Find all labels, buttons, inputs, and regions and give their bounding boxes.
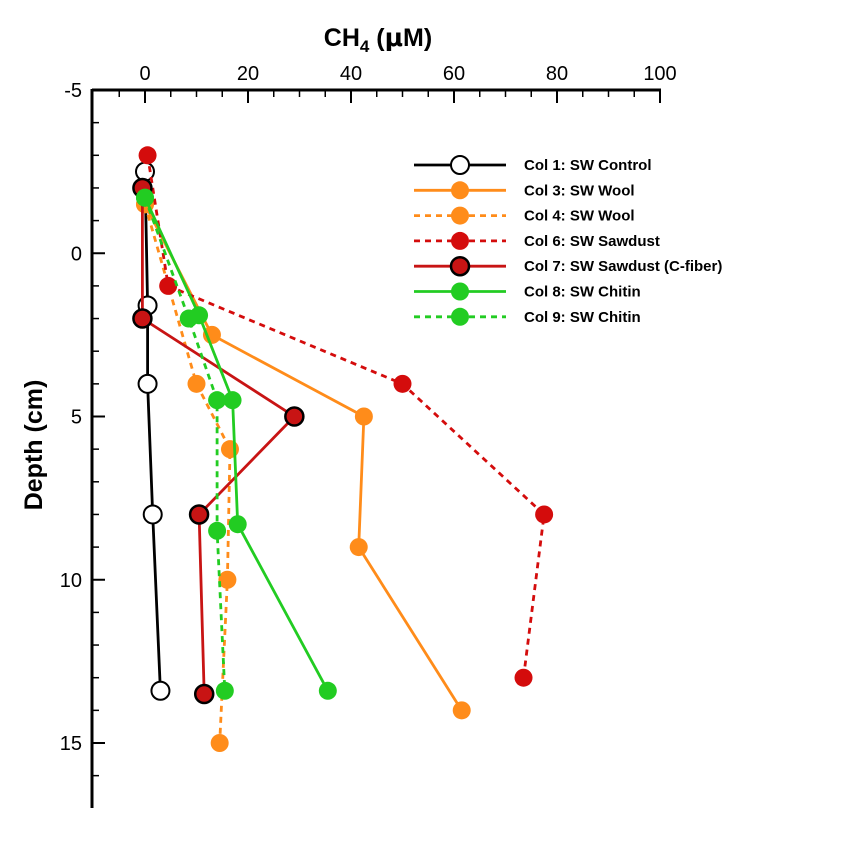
x-axis-title: CH4 (μM) [324, 23, 432, 56]
data-point-marker [349, 538, 368, 557]
legend-label: Col 3: SW Wool [524, 182, 635, 199]
legend-label: Col 8: SW Chitin [524, 284, 641, 301]
data-point-marker [137, 373, 158, 394]
legend-label: Col 4: SW Wool [524, 208, 635, 225]
y-tick-label: 10 [60, 570, 82, 592]
y-tick-label: 15 [60, 733, 82, 755]
data-point-marker [215, 681, 234, 700]
y-axis-title: Depth (cm) [20, 380, 48, 511]
legend-label: Col 6: SW Sawdust [524, 233, 660, 250]
legend-entry: Col 3: SW Wool [414, 181, 635, 200]
series-3 [136, 195, 239, 752]
series-line [146, 155, 546, 678]
x-axis-title-mu: μ [385, 23, 403, 52]
data-point-marker [150, 680, 171, 701]
legend-label: Col 1: SW Control [524, 157, 652, 174]
legend-entry: Col 9: SW Chitin [414, 307, 641, 326]
data-point-marker [514, 668, 533, 687]
x-tick-label: 20 [237, 63, 259, 85]
series-1 [135, 161, 171, 701]
legend: Col 1: SW Control Col 3: SW Wool Col 4: SW… [414, 155, 722, 326]
data-point-marker [449, 255, 471, 277]
data-point-marker [228, 515, 247, 534]
series-layer [132, 146, 554, 752]
y-tick-label: 5 [71, 407, 82, 429]
data-point-marker [450, 155, 470, 175]
data-point-marker [451, 231, 469, 250]
data-point-marker [208, 521, 227, 540]
data-point-marker [318, 681, 337, 700]
x-tick-label: 0 [139, 63, 150, 85]
data-point-marker [452, 701, 471, 720]
x-tick-label: 100 [643, 63, 676, 85]
data-point-marker [187, 374, 206, 393]
y-tick-label: 0 [71, 243, 82, 265]
x-axis-title-main: CH [324, 24, 360, 52]
data-point-marker [354, 407, 373, 426]
data-point-marker [193, 683, 215, 705]
data-point-marker [535, 505, 554, 524]
data-point-marker [451, 206, 469, 225]
data-point-marker [218, 570, 237, 589]
data-point-marker [138, 146, 157, 165]
data-point-marker [208, 391, 227, 410]
legend-label: Col 9: SW Chitin [524, 309, 641, 326]
series-line [143, 203, 463, 712]
data-point-marker [451, 181, 469, 200]
x-tick-label: 40 [340, 63, 362, 85]
data-point-marker [220, 440, 239, 459]
legend-entry: Col 6: SW Sawdust [414, 231, 660, 250]
data-point-marker [284, 406, 305, 427]
axes: 0 20 40 60 80 100 -5 0 5 10 15 [60, 63, 677, 808]
x-axis-title-unit: M) [403, 24, 432, 52]
x-tick-label: 80 [546, 63, 568, 85]
legend-entry: Col 1: SW Control [414, 155, 652, 175]
data-point-marker [142, 504, 163, 525]
legend-label: Col 7: SW Sawdust (C-fiber) [524, 258, 722, 275]
data-point-marker [188, 504, 210, 525]
data-point-marker [136, 188, 154, 207]
data-point-marker [179, 309, 198, 328]
data-point-marker [159, 276, 178, 295]
data-point-marker [393, 374, 412, 393]
data-point-marker [210, 734, 229, 752]
data-point-marker [132, 308, 153, 329]
series-line [143, 203, 232, 744]
x-axis-title-open: ( [369, 24, 385, 52]
data-point-marker [451, 307, 469, 326]
data-point-marker [223, 391, 242, 410]
legend-entry: Col 8: SW Chitin [414, 282, 641, 301]
x-tick-label: 60 [443, 63, 465, 85]
y-tick-label: -5 [64, 80, 82, 102]
x-axis-title-subscript: 4 [360, 37, 370, 56]
legend-entry: Col 4: SW Wool [414, 206, 635, 225]
data-point-marker [451, 282, 469, 301]
series-7 [136, 188, 234, 700]
series-2 [136, 195, 471, 720]
legend-entry: Col 7: SW Sawdust (C-fiber) [414, 255, 722, 277]
